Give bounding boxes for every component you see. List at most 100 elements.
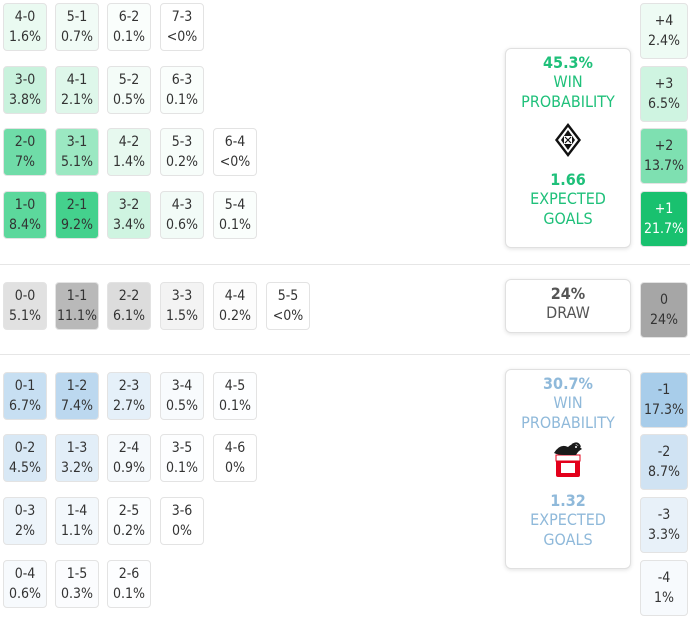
home-score-cell: 5-4 0.1% xyxy=(213,191,257,239)
scoreline-probability: 2% xyxy=(15,523,35,539)
away-score-cell: 2-6 0.1% xyxy=(107,560,151,608)
goal-margin-probability: 2.4% xyxy=(648,33,680,49)
scoreline-probability: 2.1% xyxy=(61,92,93,108)
scoreline: 3-6 xyxy=(171,503,193,519)
draw-summary-card: 24% DRAW xyxy=(505,279,631,333)
scoreline: 2-6 xyxy=(118,566,140,582)
scoreline-probability: 7.4% xyxy=(61,398,93,414)
scoreline: 4-4 xyxy=(224,288,246,304)
goal-margin-probability: 13.7% xyxy=(643,158,684,174)
home-score-cell: 4-1 2.1% xyxy=(55,66,99,114)
scoreline: 0-3 xyxy=(14,503,36,519)
draw-score-cell: 4-4 0.2% xyxy=(213,282,257,330)
home-score-cell: 3-2 3.4% xyxy=(107,191,151,239)
scoreline: 6-4 xyxy=(224,134,246,150)
home-score-cell: 6-4 <0% xyxy=(213,128,257,176)
goal-margin-probability: 6.5% xyxy=(648,96,680,112)
scoreline: 2-2 xyxy=(118,288,140,304)
away-score-cell: 2-3 2.7% xyxy=(107,372,151,420)
scoreline-probability: 0.5% xyxy=(166,398,198,414)
away-score-cell: 1-5 0.3% xyxy=(55,560,99,608)
away-win-probability: 30.7% xyxy=(543,374,593,393)
scoreline: 3-1 xyxy=(66,134,88,150)
scoreline-probability: 0% xyxy=(172,523,192,539)
home-score-cell: 4-0 1.6% xyxy=(3,3,47,51)
goal-margin-probability: 3.3% xyxy=(648,527,680,543)
home-score-cell: 4-3 0.6% xyxy=(160,191,204,239)
home-score-cell: 6-2 0.1% xyxy=(107,3,151,51)
away-score-cell: 1-4 1.1% xyxy=(55,497,99,545)
home-score-cell: 4-2 1.4% xyxy=(107,128,151,176)
scoreline-probability: 0.1% xyxy=(113,586,145,602)
away-score-cell: 3-6 0% xyxy=(160,497,204,545)
goal-margin-probability: 17.3% xyxy=(643,402,684,418)
scoreline-probability: 1.6% xyxy=(9,29,41,45)
home-expected-goals: 1.66 xyxy=(550,170,586,189)
scoreline: 1-3 xyxy=(66,440,88,456)
scoreline: 2-3 xyxy=(118,378,140,394)
away-score-cell: 0-2 4.5% xyxy=(3,434,47,482)
scoreline: 5-3 xyxy=(171,134,193,150)
scoreline-probability: 7% xyxy=(15,154,35,170)
away-score-cell: 2-5 0.2% xyxy=(107,497,151,545)
draw-score-cell: 2-2 6.1% xyxy=(107,282,151,330)
home-margin-cell: +2 13.7% xyxy=(640,128,688,184)
scoreline: 2-5 xyxy=(118,503,140,519)
scoreline: 5-4 xyxy=(224,197,246,213)
gladbach-crest-icon xyxy=(550,120,586,160)
away-xg-label: EXPECTED GOALS xyxy=(530,510,606,549)
goal-margin: -1 xyxy=(657,382,671,398)
goal-margin: -3 xyxy=(657,507,671,523)
home-margin-cell: +1 21.7% xyxy=(640,191,688,247)
scoreline-probability: 4.5% xyxy=(9,460,41,476)
scoreline: 1-4 xyxy=(66,503,88,519)
home-score-cell: 7-3 <0% xyxy=(160,3,204,51)
scoreline: 3-5 xyxy=(171,440,193,456)
home-score-cell: 5-2 0.5% xyxy=(107,66,151,114)
home-score-cell: 2-1 9.2% xyxy=(55,191,99,239)
scoreline-probability: 0.2% xyxy=(113,523,145,539)
away-score-cell: 1-3 3.2% xyxy=(55,434,99,482)
scoreline-probability: <0% xyxy=(219,154,251,170)
scoreline-probability: 0.3% xyxy=(61,586,93,602)
home-win-label: WIN PROBABILITY xyxy=(521,72,615,111)
scoreline: 4-3 xyxy=(171,197,193,213)
scoreline-probability: 3.2% xyxy=(61,460,93,476)
home-score-cell: 5-1 0.7% xyxy=(55,3,99,51)
home-summary-card: 45.3% WIN PROBABILITY 1.66 EXPECTED GOAL… xyxy=(505,48,631,248)
scoreline-probability: 0.5% xyxy=(113,92,145,108)
scoreline-probability: 11.1% xyxy=(56,308,97,324)
scoreline-probability: <0% xyxy=(166,29,198,45)
away-margin-cell: -1 17.3% xyxy=(640,372,688,428)
scoreline: 4-2 xyxy=(118,134,140,150)
scoreline: 7-3 xyxy=(171,9,193,25)
scoreline: 0-2 xyxy=(14,440,36,456)
scoreline: 1-2 xyxy=(66,378,88,394)
scoreline-probability: 1.1% xyxy=(61,523,93,539)
divider-bottom xyxy=(0,354,690,355)
scoreline: 1-1 xyxy=(66,288,88,304)
scoreline-probability: 0.2% xyxy=(219,308,251,324)
scoreline-probability: 9.2% xyxy=(61,217,93,233)
away-score-cell: 3-5 0.1% xyxy=(160,434,204,482)
scoreline: 0-0 xyxy=(14,288,36,304)
home-score-cell: 2-0 7% xyxy=(3,128,47,176)
scoreline: 2-4 xyxy=(118,440,140,456)
scoreline: 4-1 xyxy=(66,72,88,88)
scoreline-probability: 0.1% xyxy=(219,217,251,233)
draw-margin-value: 0 xyxy=(659,292,668,308)
away-score-cell: 0-4 0.6% xyxy=(3,560,47,608)
home-score-cell: 6-3 0.1% xyxy=(160,66,204,114)
scoreline-probability: 0.1% xyxy=(166,92,198,108)
scoreline-probability: 0.6% xyxy=(166,217,198,233)
draw-margin-cell: 0 24% xyxy=(640,282,688,338)
divider-top xyxy=(0,264,690,265)
scoreline-probability: 0.7% xyxy=(61,29,93,45)
draw-score-cell: 5-5 <0% xyxy=(266,282,310,330)
scoreline-probability: 6.1% xyxy=(113,308,145,324)
draw-score-cell: 3-3 1.5% xyxy=(160,282,204,330)
scoreline: 3-4 xyxy=(171,378,193,394)
goal-margin: +4 xyxy=(654,13,674,29)
scoreline: 2-0 xyxy=(14,134,36,150)
away-score-cell: 1-2 7.4% xyxy=(55,372,99,420)
